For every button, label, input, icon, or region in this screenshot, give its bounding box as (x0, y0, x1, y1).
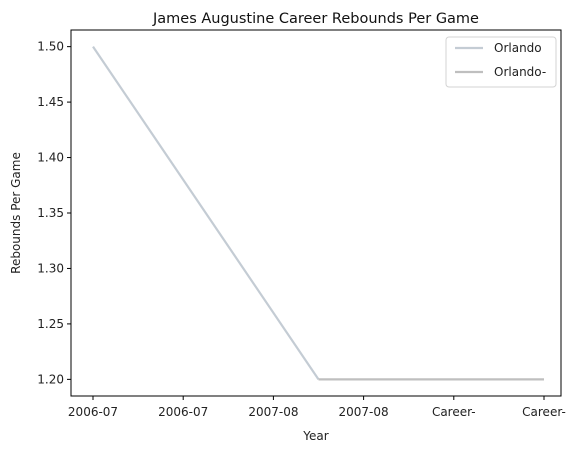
x-axis: 2006-07 2006-07 2007-08 2007-08 Career- Caree… (68, 396, 566, 419)
y-tick-label: 1.25 (37, 317, 64, 331)
y-tick-label: 1.20 (37, 372, 64, 386)
y-axis: 1.20 1.25 1.30 1.35 1.40 1.45 1.50 (37, 40, 71, 386)
y-tick-label: 1.50 (37, 40, 64, 54)
x-tick-label: 2007-08 (248, 405, 298, 419)
y-tick-label: 1.30 (37, 261, 64, 275)
y-tick-label: 1.45 (37, 95, 64, 109)
legend-box (445, 36, 557, 88)
x-tick-label: Career- (432, 405, 476, 419)
x-tick-label: 2006-07 (68, 405, 118, 419)
series-line-0 (92, 46, 320, 380)
x-tick-label: 2006-07 (158, 405, 208, 419)
legend: Orlando Orlando- (445, 36, 557, 88)
legend-label-0: Orlando (494, 41, 542, 55)
y-tick-label: 1.35 (37, 206, 64, 220)
x-axis-title: Year (302, 429, 328, 443)
legend-label-1: Orlando- (494, 65, 546, 79)
y-tick-label: 1.40 (37, 151, 64, 165)
x-tick-label: 2007-08 (339, 405, 389, 419)
x-tick-label: Career- (522, 405, 566, 419)
series-lines (92, 46, 544, 381)
y-axis-title: Rebounds Per Game (9, 152, 23, 274)
chart-title: James Augustine Career Rebounds Per Game (152, 11, 479, 27)
